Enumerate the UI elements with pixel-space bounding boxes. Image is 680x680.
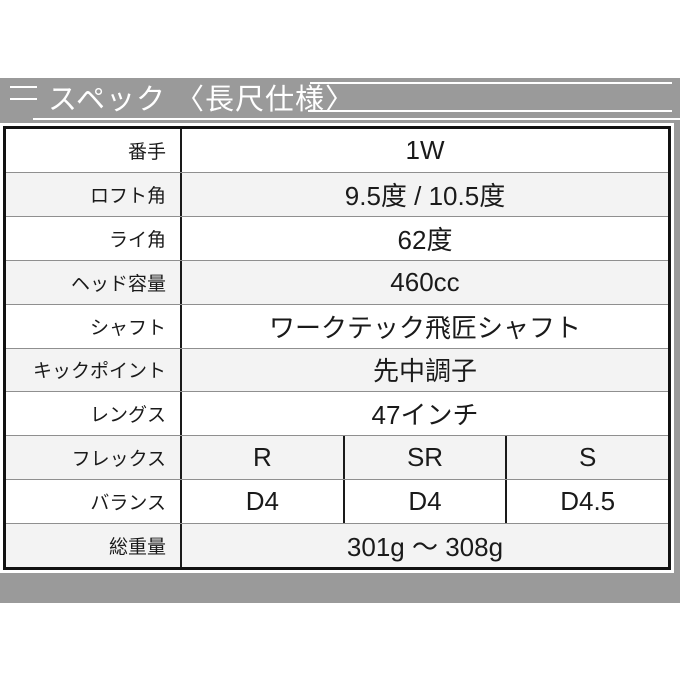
row-label: 総重量 bbox=[6, 524, 182, 568]
row-label: ヘッド容量 bbox=[6, 260, 182, 304]
row-value: 47インチ bbox=[371, 400, 479, 431]
spec-section: スペック 〈長尺仕様〉 番手 1W ロフト角 9.5度 / 10.5度 ライ角 … bbox=[0, 78, 680, 603]
row-length: レングス 47インチ bbox=[6, 391, 668, 436]
spec-table: 番手 1W ロフト角 9.5度 / 10.5度 ライ角 62度 ヘッド容量 46… bbox=[3, 126, 671, 570]
row-label: レングス bbox=[6, 392, 182, 436]
row-label: フレックス bbox=[6, 436, 182, 480]
row-value: 460cc bbox=[390, 266, 460, 297]
flex-value-sr: SR bbox=[342, 436, 506, 480]
balance-value-s: D4.5 bbox=[505, 480, 668, 524]
decorative-line-right-top bbox=[310, 82, 672, 84]
row-value: ワークテック飛匠シャフト bbox=[268, 312, 581, 343]
decorative-line-bottom bbox=[33, 118, 680, 120]
flex-value-s: S bbox=[505, 436, 668, 480]
balance-value-r: D4 bbox=[245, 486, 279, 517]
spec-table-wrapper: 番手 1W ロフト角 9.5度 / 10.5度 ライ角 62度 ヘッド容量 46… bbox=[0, 123, 674, 573]
row-value: 301g ～ 308g bbox=[346, 532, 504, 563]
row-label: 番手 bbox=[6, 129, 182, 172]
row-lie-angle: ライ角 62度 bbox=[6, 215, 668, 260]
decorative-line-right-mid bbox=[308, 110, 672, 112]
row-flex: フレックス R SR S bbox=[6, 435, 668, 480]
row-club-number: 番手 1W bbox=[6, 129, 668, 172]
row-value: 62度 bbox=[397, 224, 453, 255]
title-band: スペック 〈長尺仕様〉 bbox=[0, 78, 680, 123]
row-head-volume: ヘッド容量 460cc bbox=[6, 259, 668, 304]
row-shaft: シャフト ワークテック飛匠シャフト bbox=[6, 303, 668, 348]
row-label: バランス bbox=[6, 480, 182, 524]
row-loft-angle: ロフト角 9.5度 / 10.5度 bbox=[6, 171, 668, 216]
row-value: 1W bbox=[405, 134, 445, 165]
balance-value-sr: D4 bbox=[342, 480, 506, 524]
row-kick-point: キックポイント 先中調子 bbox=[6, 347, 668, 392]
row-label: ロフト角 bbox=[6, 172, 182, 216]
row-total-weight: 総重量 301g ～ 308g bbox=[6, 523, 668, 568]
decorative-line-left-top bbox=[10, 86, 37, 88]
flex-value-r: R bbox=[252, 442, 272, 473]
row-label: シャフト bbox=[6, 304, 182, 348]
section-title: スペック 〈長尺仕様〉 bbox=[48, 84, 356, 116]
row-value: 先中調子 bbox=[372, 356, 477, 387]
row-balance: バランス D4 D4 D4.5 bbox=[6, 479, 668, 524]
row-label: キックポイント bbox=[6, 348, 182, 392]
row-value: 9.5度 / 10.5度 bbox=[344, 180, 506, 211]
decorative-line-left-bottom bbox=[10, 98, 37, 100]
row-label: ライ角 bbox=[6, 216, 182, 260]
